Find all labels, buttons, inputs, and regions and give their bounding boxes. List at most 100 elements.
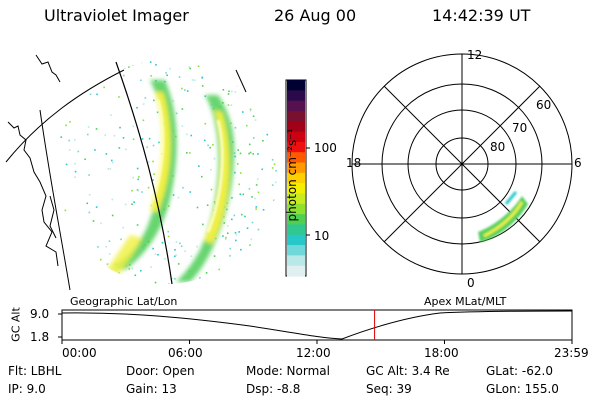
image-speckle (131, 64, 134, 66)
image-speckle (161, 241, 164, 244)
image-speckle (266, 241, 269, 243)
colorbar-tick-10: 10 (314, 229, 330, 243)
image-speckle (236, 84, 239, 87)
colorbar-cell (287, 172, 305, 184)
image-speckle (113, 64, 116, 67)
image-speckle (237, 149, 240, 151)
image-speckle (178, 76, 181, 78)
image-speckle (132, 138, 135, 141)
image-speckle (257, 239, 259, 241)
image-speckle (273, 199, 275, 202)
image-speckle (272, 99, 274, 102)
image-speckle (265, 112, 268, 114)
altitude-tick-low: 1.8 (30, 330, 50, 344)
image-speckle (100, 258, 102, 261)
gc-alt-readout: GC Alt: 3.4 Re (366, 364, 450, 378)
image-speckle (152, 179, 154, 181)
image-speckle (231, 218, 233, 221)
image-speckle (148, 137, 151, 140)
image-speckle (119, 283, 122, 284)
image-speckle (275, 169, 277, 172)
image-speckle (211, 63, 214, 65)
colorbar-cell (287, 183, 305, 195)
image-speckle (230, 104, 233, 106)
image-speckle (233, 152, 236, 154)
image-speckle (251, 221, 254, 224)
image-speckle (270, 121, 272, 124)
image-speckle (167, 230, 169, 233)
image-speckle (88, 174, 90, 176)
image-speckle (118, 96, 120, 98)
image-speckle (222, 102, 224, 104)
image-speckle (181, 87, 183, 90)
image-speckle (155, 64, 157, 66)
image-speckle (226, 232, 229, 235)
image-speckle (248, 258, 251, 260)
image-speckle (228, 90, 230, 93)
image-speckle (252, 137, 255, 139)
image-speckle (245, 124, 248, 127)
image-speckle (206, 204, 209, 207)
image-speckle (231, 65, 233, 68)
image-speckle (108, 253, 111, 255)
seq-readout: Seq: 39 (366, 382, 412, 396)
image-speckle (268, 94, 270, 96)
image-speckle (70, 247, 73, 250)
image-speckle (190, 134, 193, 137)
mlt-label-18: 18 (346, 156, 362, 170)
image-speckle (254, 119, 257, 121)
image-speckle (276, 95, 278, 98)
image-speckle (137, 178, 139, 181)
image-speckle (225, 236, 227, 239)
image-speckle (251, 88, 253, 91)
image-speckle (186, 133, 188, 136)
image-speckle (257, 228, 260, 231)
image-speckle (246, 227, 249, 230)
mode-readout: Mode: Normal (246, 364, 330, 378)
image-speckle (123, 74, 125, 77)
image-speckle (225, 238, 227, 240)
image-speckle (94, 149, 96, 151)
image-speckle (74, 176, 76, 178)
colorbar-cell (287, 90, 305, 102)
image-speckle (138, 176, 140, 178)
image-speckle (118, 63, 121, 66)
image-speckle (256, 178, 259, 180)
image-speckle (253, 66, 255, 69)
image-speckle (258, 266, 261, 269)
image-speckle (273, 163, 276, 166)
image-speckle (218, 68, 221, 70)
image-speckle (231, 197, 233, 199)
date-label: 26 Aug 00 (274, 6, 357, 25)
image-speckle (136, 167, 139, 170)
image-speckle (92, 220, 95, 222)
image-speckle (271, 167, 274, 169)
image-speckle (268, 281, 270, 283)
image-speckle (139, 269, 142, 272)
mlat-label-80: 80 (490, 140, 506, 154)
colorbar-cell (287, 80, 305, 91)
image-speckle (152, 144, 155, 147)
image-speckle (152, 247, 154, 250)
image-speckle (175, 112, 178, 115)
image-speckle (174, 277, 176, 280)
image-speckle (181, 108, 184, 110)
image-speckle (266, 262, 268, 264)
image-speckle (249, 151, 252, 154)
time-tick-0600: 06:00 (168, 346, 203, 360)
image-speckle (271, 158, 274, 161)
image-speckle (197, 65, 200, 68)
image-speckle (90, 81, 93, 84)
altitude-curve (61, 310, 573, 340)
colorbar-cell (287, 214, 305, 226)
image-speckle (84, 158, 86, 161)
mlat-label-70: 70 (512, 121, 528, 135)
colorbar-cell (287, 245, 305, 256)
image-speckle (240, 213, 243, 216)
image-speckle (244, 66, 247, 69)
image-speckle (172, 194, 175, 196)
image-speckle (147, 186, 150, 189)
time-tick-1200: 12:00 (296, 346, 331, 360)
image-speckle (89, 93, 92, 96)
image-speckle (201, 85, 204, 87)
